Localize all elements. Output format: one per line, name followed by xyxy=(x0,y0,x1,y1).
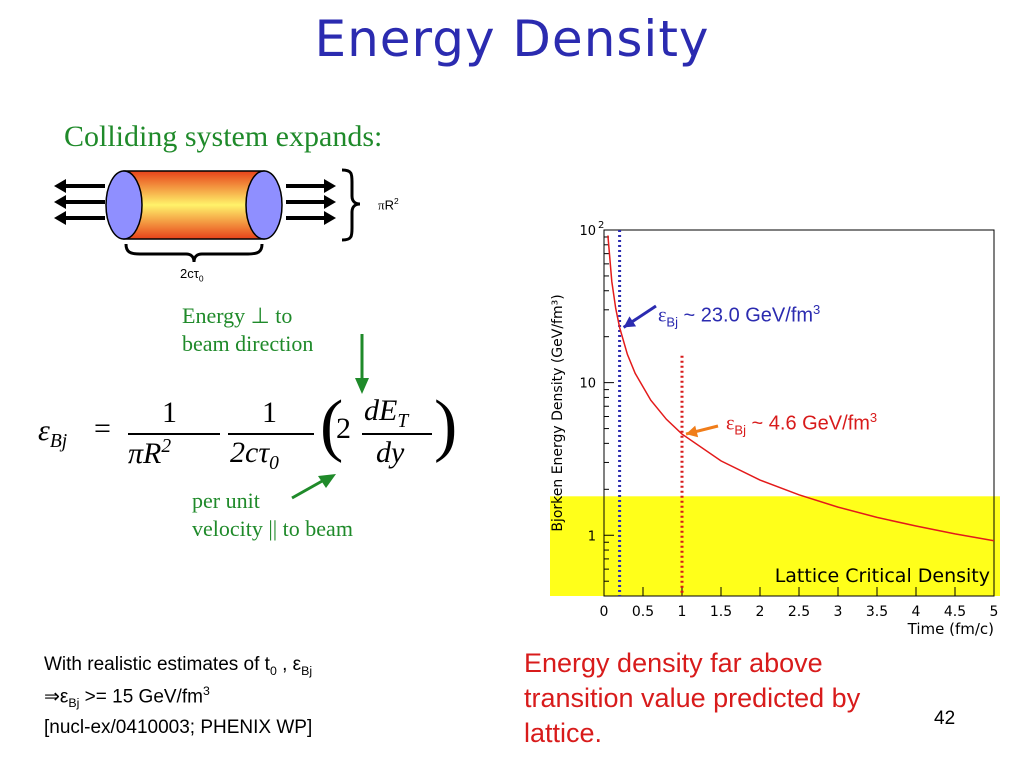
velocity-note: per unit velocity || to beam xyxy=(192,488,353,542)
cylinder-body xyxy=(123,170,265,240)
bjorken-formula: εBj = 1 πR2 1 2cτ0 ( 2 dET dy ) xyxy=(38,387,458,474)
x-tick-label: 1 xyxy=(678,604,687,620)
energy-note-arrow xyxy=(355,334,369,394)
x-tick-label: 4 xyxy=(912,604,921,620)
x-tick-label: 4.5 xyxy=(944,604,966,620)
annotation-eps-4-6: εBj ~ 4.6 GeV/fm3 xyxy=(726,410,878,438)
expanding-cylinder-diagram xyxy=(54,168,361,263)
cylinder-right-cap xyxy=(245,170,283,240)
arrow-head xyxy=(623,316,637,328)
annotation-eps-23: εBj ~ 23.0 GeV/fm3 xyxy=(658,302,821,330)
critical-band-label: Lattice Critical Density xyxy=(775,565,990,587)
x-tick-label: 0 xyxy=(600,604,609,620)
critical-density-band xyxy=(550,496,1000,596)
x-tick-label: 3.5 xyxy=(866,604,888,620)
annotation-arrow-orange xyxy=(685,424,719,438)
velocity-note-arrow xyxy=(291,474,336,500)
radius-label: πR2 xyxy=(378,196,399,213)
diagram-heading: Colliding system expands: xyxy=(64,120,383,153)
radius-brace xyxy=(341,168,361,242)
cylinder-left-cap xyxy=(105,170,143,240)
left-arrows xyxy=(54,179,105,225)
y-tick-label: 1 xyxy=(588,529,596,544)
annotation-arrow-blue xyxy=(622,304,657,329)
series-curve xyxy=(607,235,995,542)
length-brace xyxy=(124,243,264,263)
estimate-notes: With realistic estimates of t0 , εBj ⇒εB… xyxy=(44,650,312,744)
x-tick-label: 5 xyxy=(990,604,999,620)
arrow-head xyxy=(686,425,699,438)
page-number: 42 xyxy=(934,708,956,729)
x-tick-label: 2.5 xyxy=(788,604,810,620)
energy-perp-note: Energy ⊥ to beam direction xyxy=(182,303,314,357)
x-tick-label: 1.5 xyxy=(710,604,732,620)
x-tick-label: 3 xyxy=(834,604,843,620)
length-label: 2cτ0 xyxy=(180,266,204,284)
estimate-line-2: ⇒εBj >= 15 GeV/fm3 xyxy=(44,683,210,710)
estimate-line-3: [nucl-ex/0410003; PHENIX WP] xyxy=(44,717,313,739)
x-tick-label: 2 xyxy=(756,604,765,620)
y-tick-label: 10 xyxy=(579,377,596,392)
y-tick-label: 10 xyxy=(579,224,596,239)
estimate-line-1: With realistic estimates of t0 , εBj xyxy=(44,654,313,678)
x-axis-label: Time (fm/c) xyxy=(907,620,994,638)
y-tick-exponent: 2 xyxy=(598,220,604,231)
x-tick-label: 0.5 xyxy=(632,604,654,620)
right-arrows xyxy=(286,179,336,225)
y-axis-label: Bjorken Energy Density (GeV/fm³) xyxy=(550,294,566,531)
page-title: Energy Density xyxy=(314,10,710,68)
conclusion-text: Energy density far above transition valu… xyxy=(524,648,861,749)
